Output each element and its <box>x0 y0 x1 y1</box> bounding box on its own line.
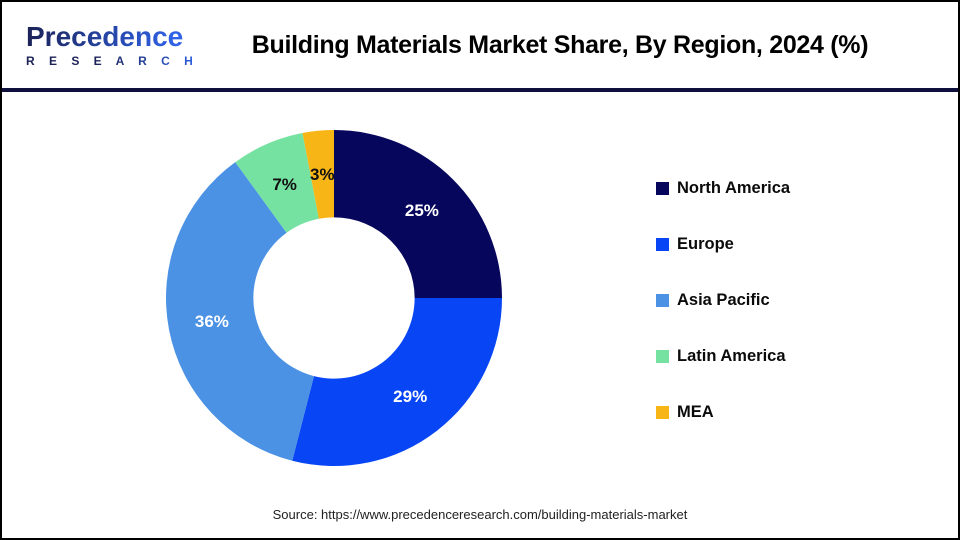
pie-slice-north-america <box>334 130 502 298</box>
precedence-research-logo: Precedence R E S E A R C H <box>2 23 200 68</box>
page-title: Building Materials Market Share, By Regi… <box>251 30 869 59</box>
legend-swatch-north-america <box>656 181 669 195</box>
legend-item-latin-america: Latin America <box>656 346 790 366</box>
legend-label-mea: MEA <box>677 402 714 421</box>
chart-legend: North America Europe Asia Pacific Latin Ame… <box>656 178 790 422</box>
legend-label-latin-america: Latin America <box>677 346 786 365</box>
legend-label-north-america: North America <box>677 178 791 197</box>
pie-slice-europe <box>292 298 502 466</box>
legend-swatch-latin-america <box>656 349 669 363</box>
logo-brand-text: Precedence <box>26 23 200 51</box>
pie-slice-mea <box>302 130 334 219</box>
legend-item-asia-pacific: Asia Pacific <box>656 290 790 310</box>
pie-slice-asia-pacific <box>165 162 314 461</box>
legend-label-asia-pacific: Asia Pacific <box>677 290 770 309</box>
slice-label-asia-pacific: 36% <box>195 312 229 331</box>
slice-label-north-america: 25% <box>405 201 439 220</box>
header: Precedence R E S E A R C H Building Mate… <box>2 2 958 92</box>
legend-item-mea: MEA <box>656 402 790 422</box>
legend-swatch-europe <box>656 237 669 251</box>
slice-label-latin-america: 7% <box>272 175 297 194</box>
chart-area: 25% 29% 36% 7% 3% <box>134 98 534 498</box>
legend-item-europe: Europe <box>656 234 790 254</box>
pie-slice-latin-america <box>235 132 319 233</box>
donut-chart: 25% 29% 36% 7% 3% <box>165 130 502 466</box>
legend-item-north-america: North America <box>656 178 790 198</box>
legend-label-europe: Europe <box>677 234 734 253</box>
legend-swatch-asia-pacific <box>656 293 669 307</box>
legend-swatch-mea <box>656 405 669 419</box>
source-note: Source: https://www.precedenceresearch.c… <box>272 507 688 522</box>
slice-label-mea: 3% <box>310 165 335 184</box>
logo-subtitle-text: R E S E A R C H <box>26 54 199 68</box>
slice-label-europe: 29% <box>393 387 427 406</box>
